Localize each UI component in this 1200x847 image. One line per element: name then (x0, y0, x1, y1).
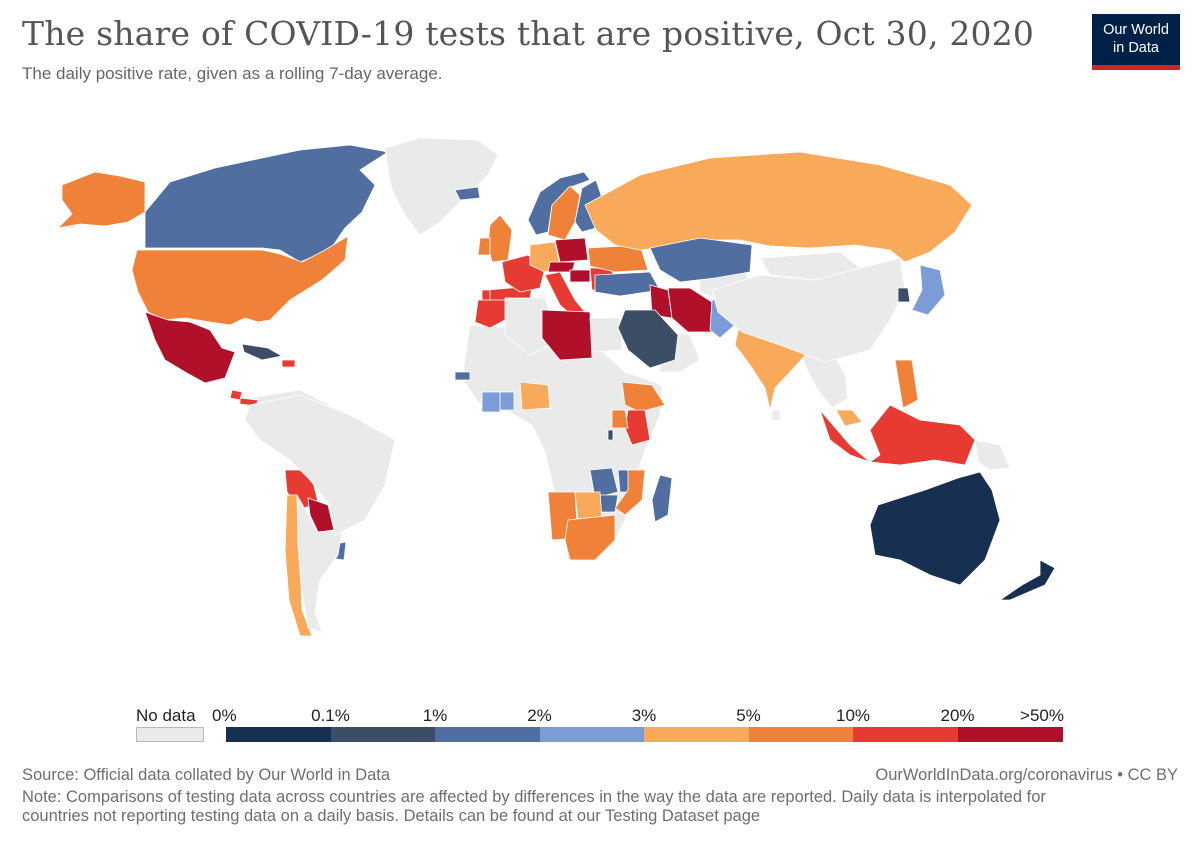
legend-threshold-label: 5% (736, 706, 761, 725)
country-norway[interactable]: Norway (527, 171, 591, 236)
legend-swatch-2[interactable] (330, 727, 436, 742)
note-line-2: countries not reporting testing data on … (22, 807, 761, 825)
country-dominican-republic[interactable]: Dominican Republic (281, 359, 296, 368)
country-kazakhstan[interactable]: Kazakhstan (649, 237, 753, 283)
legend-swatch-5[interactable] (644, 727, 749, 742)
country-rwanda[interactable]: Rwanda (607, 429, 614, 441)
legend-threshold-label: 3% (631, 706, 657, 725)
world-map[interactable]: AfricaArabia-GulfSE AsiaCentral AsiaVene… (0, 120, 1200, 690)
legend-swatch-1[interactable] (226, 727, 331, 742)
country-papua-new-guinea[interactable]: Papua New Guinea (974, 439, 1011, 471)
legend-threshold-label: 1% (422, 706, 448, 725)
legend-swatch-6[interactable] (748, 727, 854, 742)
country-malaysia[interactable]: Malaysia (835, 409, 863, 427)
country-ivory-coast[interactable]: Ivory Coast (481, 391, 501, 413)
legend-no-data-swatch[interactable] (136, 727, 204, 742)
source-text: Source: Official data collated by Our Wo… (22, 766, 391, 784)
country-cuba[interactable]: Cuba (241, 343, 284, 361)
legend-threshold-label: 0% (212, 706, 237, 725)
country-nigeria[interactable]: Nigeria (519, 381, 551, 411)
countries-layer: AfricaArabia-GulfSE AsiaCentral AsiaVene… (56, 137, 1056, 637)
country-mexico[interactable]: Mexico (144, 311, 236, 384)
country-madagascar[interactable]: Madagascar (651, 474, 673, 523)
country-costa-rica[interactable]: Costa Rica (229, 389, 243, 401)
legend-swatch-8[interactable] (957, 727, 1063, 742)
country-new-zealand[interactable]: New Zealand (998, 559, 1056, 601)
country-iceland[interactable]: Iceland (454, 186, 481, 201)
country-united-states[interactable]: United States (131, 235, 349, 326)
country-region[interactable]: Sri Lanka (771, 409, 781, 421)
country-south-korea[interactable]: South Korea (897, 287, 911, 303)
chart-subtitle: The daily positive rate, given as a roll… (22, 64, 443, 83)
legend-threshold-label: 0.1% (311, 706, 350, 725)
country-canada[interactable]: Canada (144, 144, 390, 263)
logo-line-1: Our World (1103, 22, 1169, 38)
legend-threshold-label: 10% (835, 706, 871, 725)
country-uganda[interactable]: Uganda (611, 409, 629, 429)
country-botswana[interactable]: Botswana (574, 491, 603, 521)
legend-swatch-4[interactable] (539, 727, 645, 742)
country-libya[interactable]: Libya (541, 309, 593, 361)
country-indonesia[interactable]: Indonesia (819, 404, 976, 466)
country-united-kingdom[interactable]: United Kingdom (487, 214, 513, 263)
logo-line-2: in Data (1113, 40, 1159, 56)
country-south-africa[interactable]: South Africa (564, 514, 616, 561)
country-greenland[interactable]: Greenland (384, 137, 499, 236)
country-saudi-arabia[interactable]: Saudi Arabia (617, 309, 679, 369)
country-brazil[interactable]: Brazil (244, 394, 396, 536)
source-url-link[interactable]: OurWorldInData.org/coronavirus • CC BY (875, 766, 1178, 784)
country-ireland[interactable]: Ireland (477, 237, 491, 256)
country-egypt[interactable]: Egypt (589, 317, 623, 353)
country-russia[interactable]: Russia (584, 151, 973, 263)
legend-threshold-label: 2% (527, 706, 552, 725)
country-zambia[interactable]: Zambia (589, 467, 619, 499)
legend-swatch-3[interactable] (435, 727, 540, 742)
country-ethiopia[interactable]: Ethiopia (621, 381, 666, 413)
country-turkey[interactable]: Turkey (594, 271, 661, 297)
country-ghana[interactable]: Ghana (499, 391, 515, 411)
legend-no-data-label: No data (136, 706, 196, 725)
country-iran[interactable]: Iran (667, 287, 713, 333)
country-poland[interactable]: Poland (554, 237, 589, 263)
country-mozambique[interactable]: Mozambique (614, 469, 646, 516)
legend-threshold-label: 20% (940, 706, 975, 725)
note-line-1: Note: Comparisons of testing data across… (22, 788, 1046, 806)
country-alaska[interactable]: Alaska (56, 171, 146, 229)
country-australia[interactable]: Australia (869, 471, 1001, 586)
logo-accent-bar (1092, 65, 1180, 70)
country-senegal[interactable]: Senegal (454, 371, 471, 381)
legend-swatch-7[interactable] (853, 727, 958, 742)
legend-threshold-label: >50% (1020, 706, 1064, 725)
owid-logo[interactable]: Our World in Data (1092, 14, 1180, 70)
color-legend: No data 0% 0.1% 1% 2% 3% 5% 10% 20% >50% (0, 700, 1200, 750)
country-hungary[interactable]: Hungary (569, 269, 591, 283)
country-mongolia[interactable]: Mongolia (759, 251, 861, 281)
country-japan[interactable]: Japan (911, 264, 946, 316)
country-philippines[interactable]: Philippines (894, 359, 919, 409)
chart-title: The share of COVID-19 tests that are pos… (22, 14, 1035, 53)
